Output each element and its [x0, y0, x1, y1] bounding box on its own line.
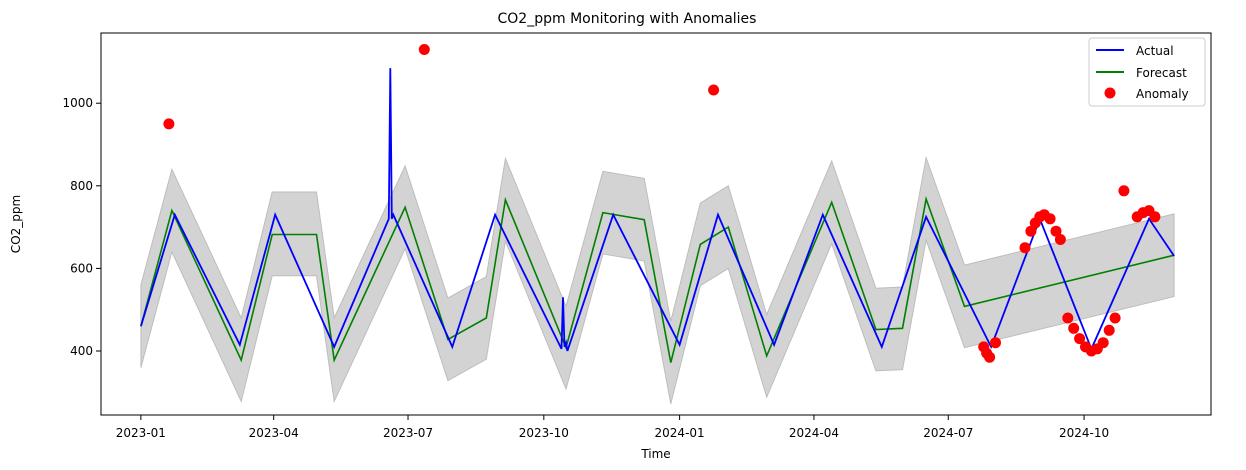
y-tick-label: 400 — [70, 344, 93, 358]
y-axis: 400 600 800 1000 — [62, 96, 101, 358]
x-axis: 2023-01 2023-04 2023-07 2023-10 2024-01 2024-… — [116, 415, 1109, 440]
anomaly-point — [1118, 185, 1130, 197]
anomaly-point — [1044, 213, 1056, 225]
legend-box — [1088, 37, 1206, 107]
x-tick-label: 2024-04 — [789, 426, 839, 440]
x-tick-label: 2024-10 — [1059, 426, 1109, 440]
anomaly-point — [1074, 333, 1086, 345]
anomaly-point — [1103, 324, 1115, 336]
anomaly-point — [990, 337, 1001, 349]
anomaly-points — [163, 44, 1161, 363]
y-tick-label: 1000 — [62, 96, 93, 110]
legend-anomaly-swatch — [1104, 87, 1116, 99]
actual-line — [140, 68, 1175, 352]
anomaly-point — [1109, 312, 1121, 324]
anomaly-point — [1025, 225, 1037, 237]
anomaly-point — [1149, 211, 1161, 223]
anomaly-point — [1054, 234, 1066, 245]
x-tick-label: 2023-10 — [519, 426, 569, 440]
legend-actual-label: Actual — [1136, 44, 1174, 58]
y-axis-label: CO2_ppm — [9, 195, 23, 253]
legend-forecast-label: Forecast — [1136, 66, 1187, 80]
x-tick-label: 2023-04 — [249, 426, 299, 440]
anomaly-point — [984, 351, 996, 363]
x-tick-label: 2023-07 — [383, 426, 433, 440]
legend-anomaly-label: Anomaly — [1136, 87, 1189, 101]
y-tick-label: 800 — [70, 179, 93, 193]
anomaly-point — [163, 118, 175, 130]
anomaly-point — [708, 84, 720, 96]
forecast-line — [140, 195, 1175, 363]
anomaly-point — [1097, 337, 1109, 349]
x-axis-label: Time — [640, 447, 670, 461]
x-tick-label: 2023-01 — [116, 426, 166, 440]
anomaly-point — [1050, 225, 1062, 237]
x-tick-label: 2024-01 — [655, 426, 705, 440]
y-tick-label: 600 — [70, 261, 93, 275]
anomaly-point — [1019, 242, 1031, 254]
chart-title: CO2_ppm Monitoring with Anomalies — [498, 11, 757, 27]
anomaly-point — [1062, 312, 1074, 324]
anomaly-point — [418, 44, 430, 55]
legend: Actual Forecast Anomaly — [1088, 37, 1206, 107]
x-tick-label: 2024-07 — [923, 426, 973, 440]
anomaly-point — [1068, 322, 1080, 334]
axes-frame — [100, 32, 1212, 416]
